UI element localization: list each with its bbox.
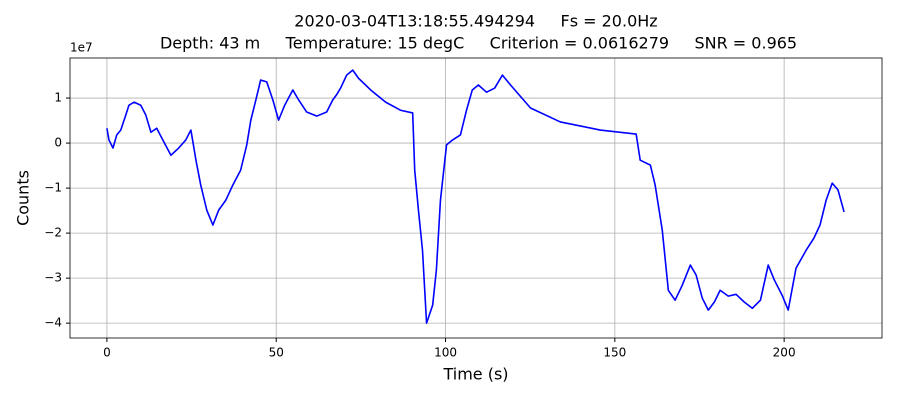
x-tick-label: 150	[603, 346, 626, 360]
x-tick-label: 100	[434, 346, 457, 360]
x-tick-label: 0	[103, 346, 111, 360]
x-tick-label: 50	[269, 346, 284, 360]
x-tick-label: 200	[773, 346, 796, 360]
y-tick-label: −1	[44, 181, 62, 195]
chart-title: 2020-03-04T13:18:55.494294 Fs = 20.0Hz	[294, 12, 657, 31]
y-axis-label: Counts	[14, 170, 33, 226]
y-tick-label: 1	[54, 91, 62, 105]
y-tick-label: −3	[44, 271, 62, 285]
x-axis-label: Time (s)	[442, 365, 508, 384]
y-tick-label: 0	[54, 136, 62, 150]
y-offset-label: 1e7	[70, 41, 93, 55]
plot-frame	[69, 57, 883, 339]
data-line	[106, 69, 845, 324]
y-tick-label: −4	[44, 316, 62, 330]
chart-subtitle: Depth: 43 m Temperature: 15 degC Criteri…	[155, 34, 797, 53]
y-tick-label: −2	[44, 226, 62, 240]
